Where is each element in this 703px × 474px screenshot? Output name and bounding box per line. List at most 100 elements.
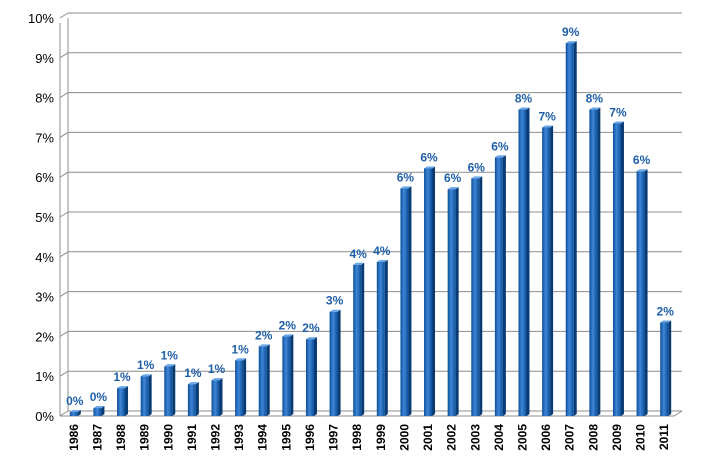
bar-top — [140, 374, 152, 377]
bar-side — [172, 364, 176, 416]
data-label: 0% — [66, 394, 84, 408]
bar — [565, 43, 574, 416]
bar-top — [69, 410, 81, 413]
y-tick-label: 2% — [35, 329, 54, 344]
data-label: 4% — [373, 244, 391, 258]
x-tick-label: 1988 — [114, 424, 128, 451]
bar-side — [644, 169, 648, 416]
bars — [69, 41, 672, 417]
data-label: 6% — [444, 171, 462, 185]
data-label: 1% — [113, 370, 131, 384]
bar — [494, 157, 503, 417]
data-label: 6% — [397, 170, 415, 184]
x-tick-label: 1990 — [161, 424, 175, 451]
bar-top — [542, 125, 554, 128]
y-tick-label: 0% — [35, 409, 54, 424]
data-label: 2% — [302, 321, 320, 335]
bar — [329, 311, 338, 416]
bar-top — [258, 344, 270, 347]
gridline-depth — [59, 92, 69, 99]
bar — [447, 189, 456, 416]
y-tick-label: 6% — [35, 170, 54, 185]
bar-top — [305, 337, 317, 340]
x-tick-label: 2004 — [492, 424, 506, 451]
data-label: 0% — [90, 390, 108, 404]
gridline-depth — [59, 370, 69, 377]
x-axis-depth — [673, 410, 683, 417]
bar — [282, 336, 291, 416]
data-label: 9% — [562, 25, 580, 39]
gridline-depth — [59, 211, 69, 218]
bar-top — [400, 186, 412, 189]
bar-side — [195, 382, 199, 416]
data-label: 3% — [326, 294, 344, 308]
bar-top — [235, 358, 247, 361]
bar-top — [471, 176, 483, 179]
data-label: 2% — [255, 328, 273, 342]
x-tick-label: 1995 — [279, 424, 293, 451]
y-tick-label: 9% — [35, 51, 54, 66]
bar-side — [502, 155, 506, 417]
data-label: 4% — [350, 247, 368, 261]
bar-top — [282, 334, 294, 337]
bar-side — [573, 41, 577, 416]
bar — [400, 188, 409, 416]
y-tick-label: 5% — [35, 210, 54, 225]
x-tick-label: 1994 — [256, 424, 270, 451]
bar — [235, 360, 244, 416]
data-label: 1% — [184, 366, 202, 380]
bar — [424, 168, 433, 416]
x-tick-label: 1987 — [90, 424, 104, 451]
gridlines — [59, 12, 682, 417]
data-label: 2% — [657, 304, 675, 318]
x-tick-label: 1999 — [374, 424, 388, 451]
bar — [518, 109, 527, 416]
bar — [612, 123, 621, 416]
bar — [589, 109, 598, 416]
bar-side — [408, 186, 412, 416]
y-tick-labels: 0% 1% 2% 3% 4% 5% 6% 7% 8% 9% 10% — [28, 11, 54, 424]
gridline-depth — [59, 171, 69, 178]
data-label: 8% — [515, 92, 533, 106]
bar-top — [565, 41, 577, 44]
bar — [660, 322, 669, 416]
bar-side — [313, 337, 317, 416]
bar-side — [337, 309, 341, 416]
bar — [636, 171, 645, 416]
data-label: 6% — [491, 139, 509, 153]
x-tick-label: 1998 — [350, 424, 364, 451]
gridline-depth — [59, 251, 69, 258]
gridline-depth — [59, 330, 69, 337]
x-tick-label: 1989 — [138, 424, 152, 451]
x-tick-label: 1996 — [303, 424, 317, 451]
bar-top — [329, 309, 341, 312]
y-tick-label: 1% — [35, 369, 54, 384]
data-labels: 0% 0% 1% 1% 1% 1% 1% 1% 2% 2% 2% 3% 4% 4% 6% 6% 6% 6% 6% 8%… — [66, 25, 674, 408]
gridline-depth — [59, 410, 69, 417]
bar-top — [589, 107, 601, 110]
x-tick-label: 1992 — [209, 424, 223, 451]
data-label: 2% — [279, 318, 297, 332]
x-tick-label: 2000 — [397, 424, 411, 451]
bar-side — [101, 406, 105, 416]
bar-top — [494, 155, 506, 158]
bar — [187, 384, 196, 416]
data-label: 8% — [586, 92, 604, 106]
data-label: 1% — [208, 362, 226, 376]
data-label: 1% — [231, 342, 249, 356]
bar-side — [432, 166, 436, 416]
bar-side — [550, 125, 554, 416]
data-label: 6% — [633, 153, 651, 167]
x-tick-label: 2007 — [563, 424, 577, 451]
bar — [471, 178, 480, 416]
data-label: 7% — [609, 105, 627, 119]
bar-side — [668, 320, 672, 416]
bar — [542, 127, 551, 416]
x-tick-label: 2005 — [516, 424, 530, 451]
bar-side — [384, 259, 388, 416]
y-tick-label: 4% — [35, 250, 54, 265]
bar-side — [243, 358, 247, 416]
x-tick-label: 2009 — [610, 424, 624, 451]
bar-side — [77, 410, 81, 416]
